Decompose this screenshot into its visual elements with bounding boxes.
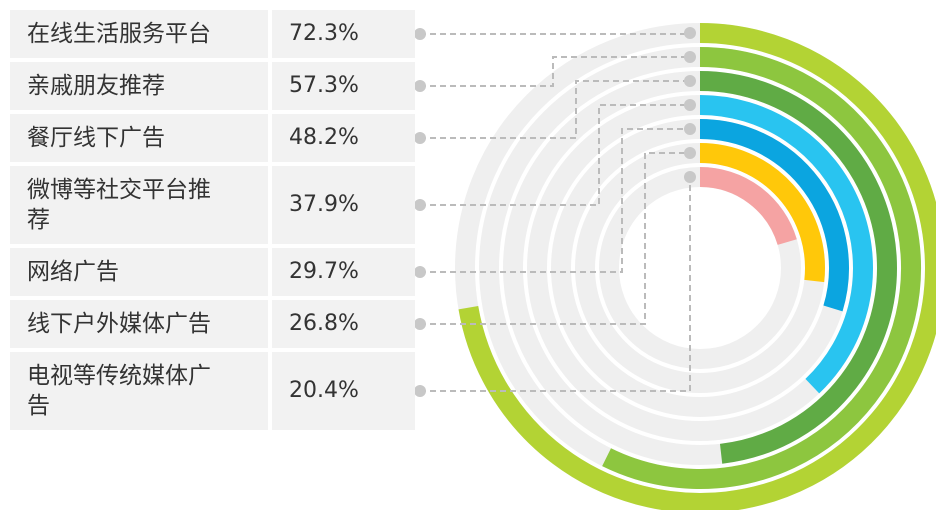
category-label: 在线生活服务平台: [10, 10, 268, 58]
value-label: 29.7%: [272, 248, 415, 296]
radial-bar: [699, 143, 825, 283]
radial-bar: [699, 95, 873, 394]
connector: [420, 56, 690, 87]
category-label: 网络广告: [10, 248, 268, 296]
value-label: 26.8%: [272, 300, 415, 348]
radial-bar: [699, 119, 849, 312]
table-row: 亲戚朋友推荐 57.3%: [10, 62, 415, 110]
connector-dot: [684, 27, 696, 39]
value-label: 37.9%: [272, 166, 415, 244]
connector-dot: [414, 318, 426, 330]
value-label: 72.3%: [272, 10, 415, 58]
connector: [420, 104, 690, 206]
category-label: 亲戚朋友推荐: [10, 62, 268, 110]
connector-dot: [414, 80, 426, 92]
connector: [420, 152, 690, 325]
connector-dot: [684, 147, 696, 159]
radial-bar: [602, 47, 921, 489]
category-label: 餐厅线下广告: [10, 114, 268, 162]
connector-dot: [684, 123, 696, 135]
connector-dot: [684, 99, 696, 111]
connector-dot: [684, 51, 696, 63]
connector-dot: [414, 28, 426, 40]
category-label: 微博等社交平台推荐: [10, 166, 268, 244]
value-label: 48.2%: [272, 114, 415, 162]
table-row: 电视等传统媒体广告 20.4%: [10, 352, 415, 430]
connector-dot: [414, 266, 426, 278]
connector-dot: [414, 199, 426, 211]
category-label: 电视等传统媒体广告: [10, 352, 268, 430]
value-label: 20.4%: [272, 352, 415, 430]
radial-bar: [458, 23, 936, 510]
table-row: 网络广告 29.7%: [10, 248, 415, 296]
connector: [420, 128, 690, 273]
category-label: 线下户外媒体广告: [10, 300, 268, 348]
table-row: 线下户外媒体广告 26.8%: [10, 300, 415, 348]
table-row: 微博等社交平台推荐 37.9%: [10, 166, 415, 244]
table-row: 在线生活服务平台 72.3%: [10, 10, 415, 58]
connector-dot: [414, 385, 426, 397]
value-label: 57.3%: [272, 62, 415, 110]
radial-bar: [699, 71, 897, 464]
connector: [420, 80, 690, 139]
legend-table: 在线生活服务平台 72.3% 亲戚朋友推荐 57.3% 餐厅线下广告 48.2% 微博等社交…: [10, 10, 415, 430]
radial-bar: [699, 167, 797, 246]
table-row: 餐厅线下广告 48.2%: [10, 114, 415, 162]
connector-dot: [414, 132, 426, 144]
connector-dot: [684, 75, 696, 87]
connector-dot: [684, 171, 696, 183]
connector: [420, 177, 691, 392]
